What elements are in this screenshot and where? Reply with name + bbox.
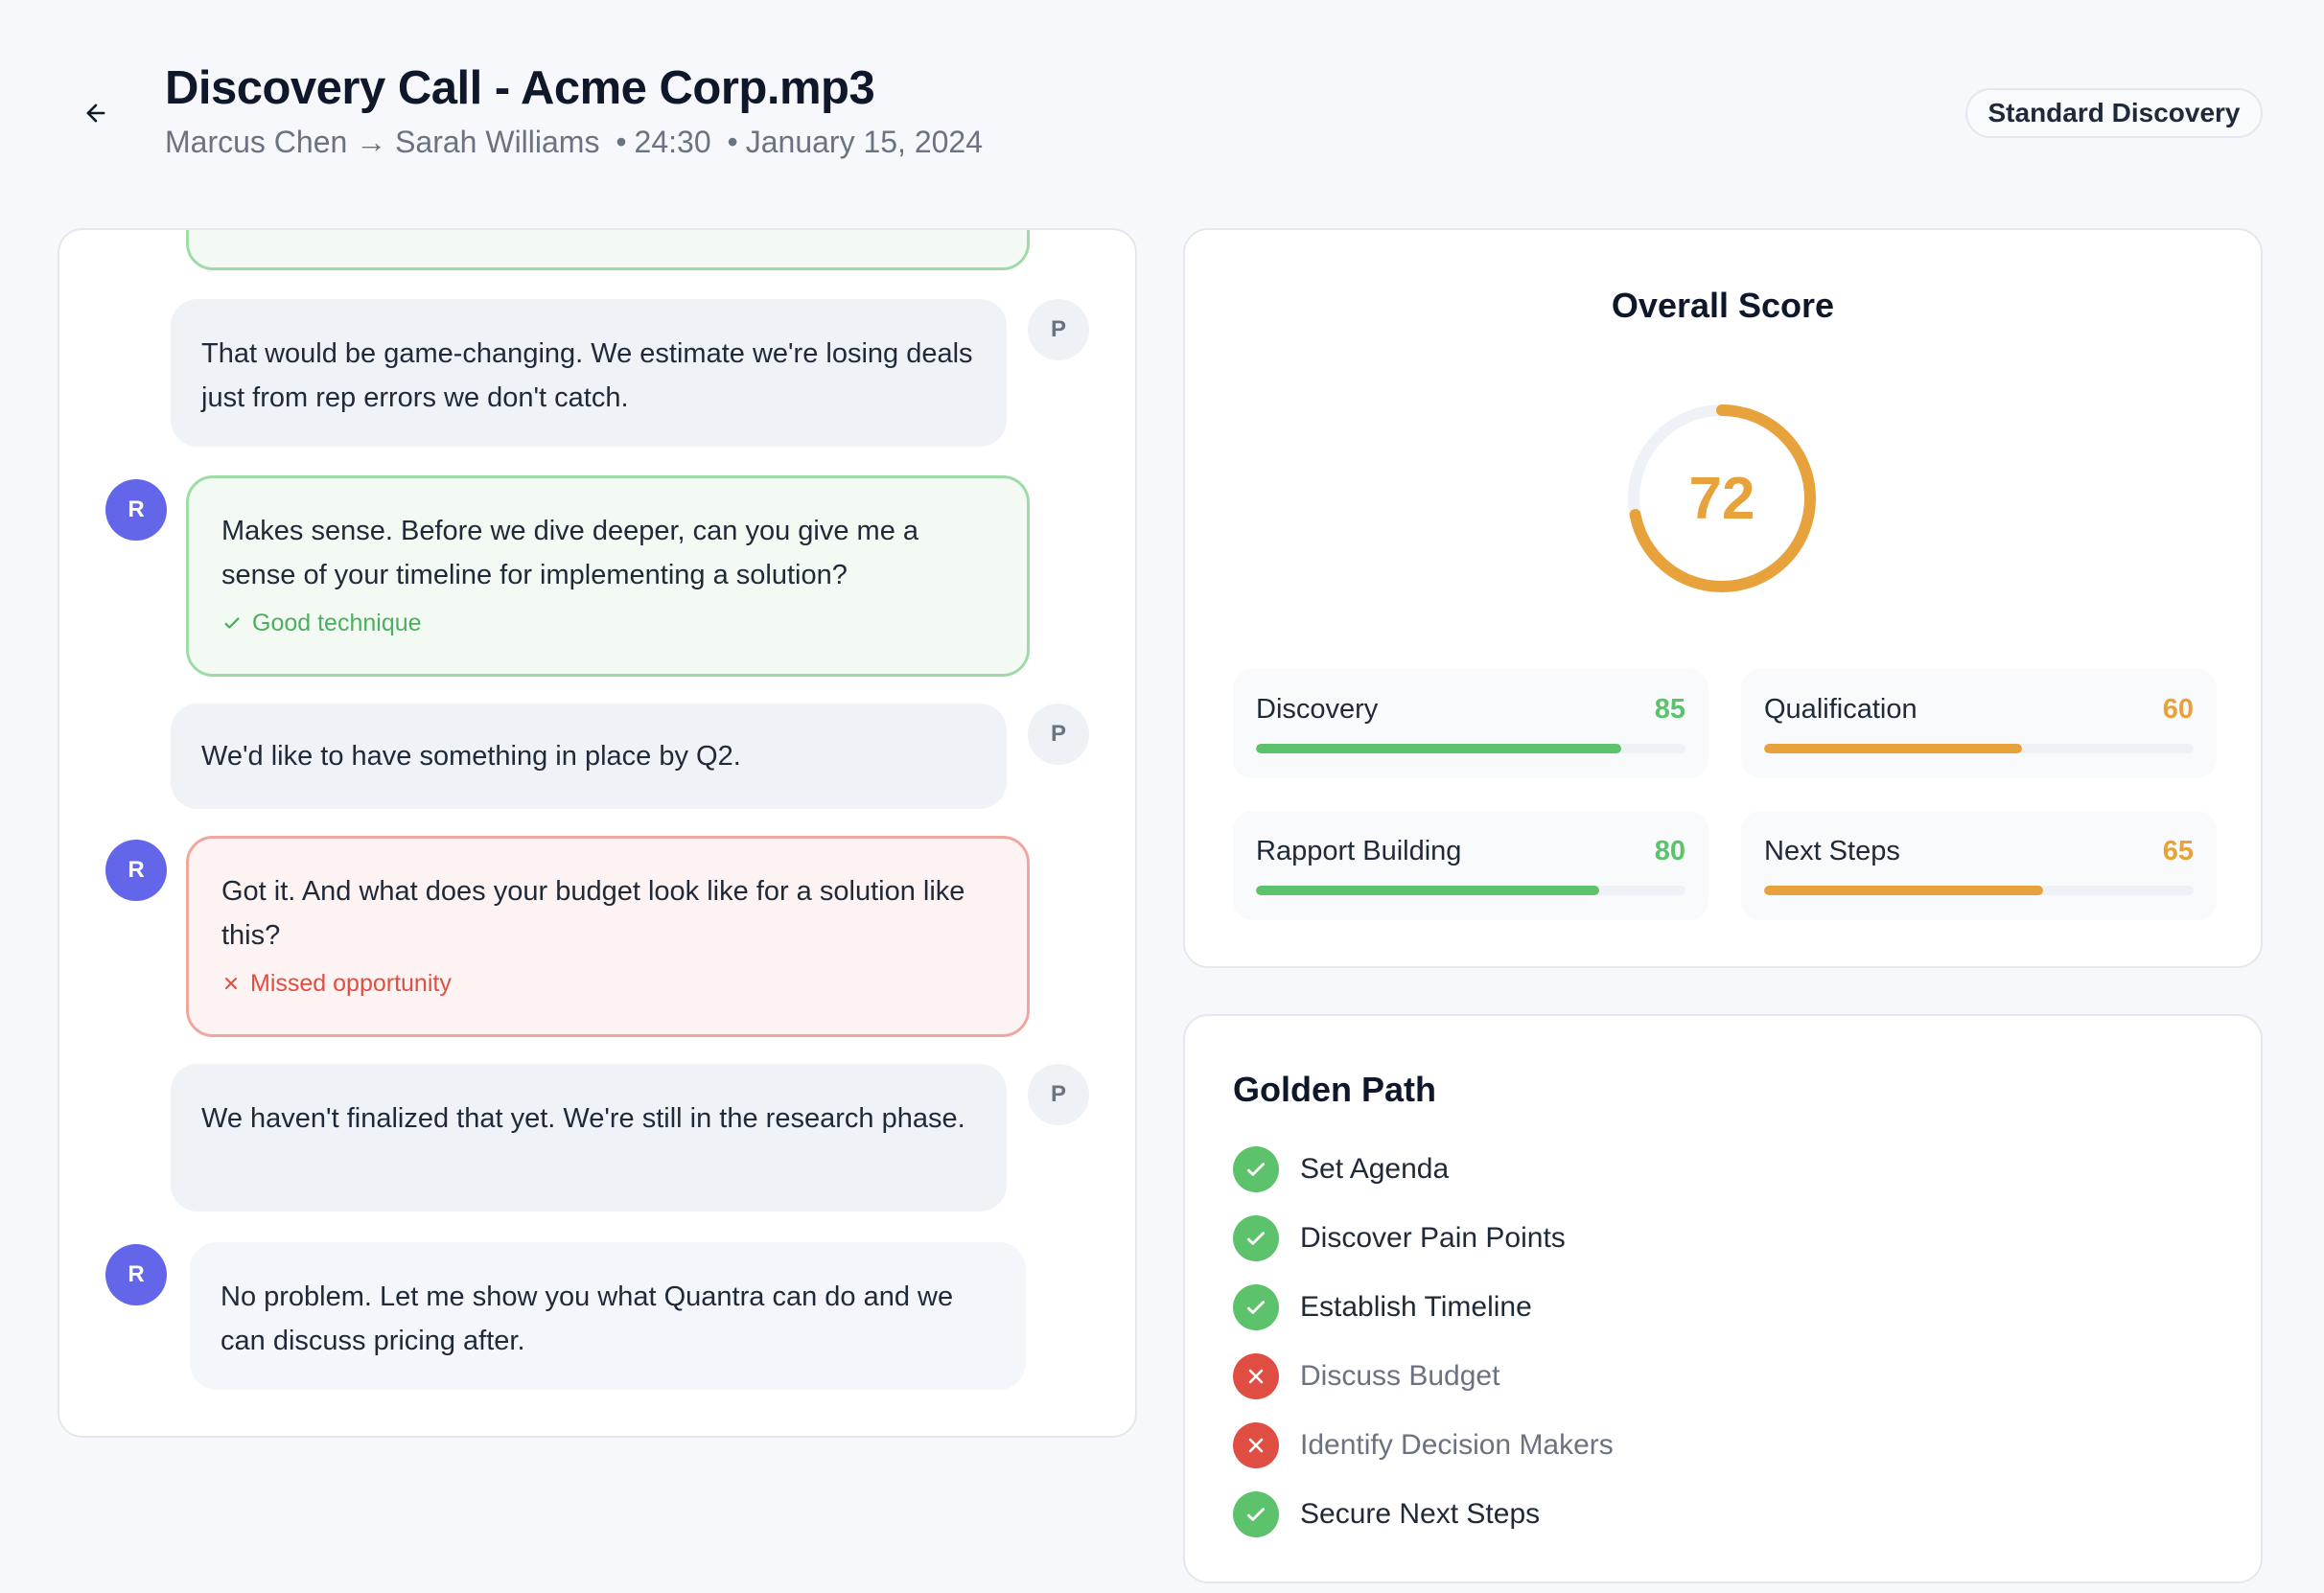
step-missed-icon — [1233, 1422, 1279, 1468]
overall-score-panel: Overall Score 72 Discovery 85 Qualificat… — [1183, 228, 2263, 968]
transcript-message: We'd like to have something in place by … — [171, 704, 1007, 809]
step-label: Discuss Budget — [1300, 1360, 1500, 1392]
check-icon — [1247, 1232, 1265, 1245]
golden-path-step: Secure Next Steps — [1233, 1491, 1614, 1537]
golden-path-title: Golden Path — [1233, 1070, 1437, 1109]
transcript-message: Got it. And what does your budget look l… — [186, 836, 1030, 1037]
step-label: Secure Next Steps — [1300, 1498, 1541, 1530]
check-icon — [224, 617, 240, 629]
prospect-avatar: P — [1028, 299, 1089, 360]
metric-label: Qualification — [1764, 694, 1917, 725]
x-icon — [1248, 1369, 1264, 1384]
metric-value: 65 — [2162, 836, 2194, 866]
golden-path-step: Discover Pain Points — [1233, 1215, 1614, 1261]
metric-value: 80 — [1654, 836, 1685, 866]
metric-card-qualification: Qualification 60 — [1741, 669, 2217, 778]
check-icon — [1247, 1508, 1265, 1521]
step-complete-icon — [1233, 1284, 1279, 1330]
prospect-avatar: P — [1028, 704, 1089, 765]
metric-label: Rapport Building — [1256, 836, 1462, 866]
page-title: Discovery Call - Acme Corp.mp3 — [165, 62, 875, 114]
step-label: Set Agenda — [1300, 1153, 1450, 1185]
call-duration: 24:30 — [634, 125, 711, 159]
metric-bar-track — [1256, 744, 1685, 753]
metric-bar-fill — [1764, 744, 2022, 753]
transcript-message: No problem. Let me show you what Quantra… — [190, 1242, 1026, 1390]
metric-bar-track — [1764, 886, 2194, 895]
back-button[interactable] — [75, 92, 117, 134]
transcript-message-clipped — [186, 230, 1030, 270]
step-label: Discover Pain Points — [1300, 1222, 1566, 1254]
metric-bar-fill — [1764, 886, 2044, 895]
x-icon — [1248, 1438, 1264, 1453]
metric-label: Next Steps — [1764, 836, 1900, 866]
step-label: Establish Timeline — [1300, 1291, 1532, 1323]
arrow-right-icon: → — [356, 125, 387, 159]
score-gauge — [1628, 404, 1816, 592]
golden-path-step: Discuss Budget — [1233, 1353, 1614, 1399]
transcript-message: Makes sense. Before we dive deeper, can … — [186, 475, 1030, 677]
metric-bar-fill — [1256, 744, 1621, 753]
message-text: No problem. Let me show you what Quantra… — [221, 1281, 954, 1356]
message-text: Makes sense. Before we dive deeper, can … — [221, 516, 919, 590]
transcript-panel[interactable]: That would be game-changing. We estimate… — [58, 228, 1137, 1438]
overall-score-title: Overall Score — [1611, 286, 1835, 325]
step-complete-icon — [1233, 1491, 1279, 1537]
golden-path-list: Set Agenda Discover Pain Points Establish … — [1233, 1146, 1614, 1560]
metric-card-rapport-building: Rapport Building 80 — [1233, 811, 1708, 920]
transcript-message: That would be game-changing. We estimate… — [171, 299, 1007, 447]
metric-bar-track — [1256, 886, 1685, 895]
separator-dot: • — [727, 125, 738, 159]
feedback-label: Good technique — [252, 610, 422, 636]
step-complete-icon — [1233, 1146, 1279, 1192]
metric-bar-track — [1764, 744, 2194, 753]
arrow-left-icon — [86, 104, 105, 123]
message-text: We'd like to have something in place by … — [201, 741, 741, 772]
check-icon — [1247, 1163, 1265, 1176]
call-type-badge[interactable]: Standard Discovery — [1965, 88, 2263, 138]
check-icon — [1247, 1301, 1265, 1314]
metric-value: 60 — [2162, 694, 2194, 725]
message-text: We haven't finalized that yet. We're sti… — [201, 1103, 965, 1134]
prospect-avatar: P — [1028, 1064, 1089, 1125]
metric-card-discovery: Discovery 85 — [1233, 669, 1708, 778]
rep-avatar: R — [105, 1244, 167, 1305]
step-complete-icon — [1233, 1215, 1279, 1261]
step-label: Identify Decision Makers — [1300, 1429, 1614, 1461]
transcript-message: We haven't finalized that yet. We're sti… — [171, 1064, 1007, 1212]
call-date: January 15, 2024 — [745, 125, 984, 159]
message-text: That would be game-changing. We estimate… — [201, 338, 973, 413]
golden-path-step: Identify Decision Makers — [1233, 1422, 1614, 1468]
feedback-tag: Good technique — [221, 609, 994, 637]
separator-dot: • — [616, 125, 627, 159]
score-gauge-arc — [1628, 404, 1816, 592]
golden-path-step: Set Agenda — [1233, 1146, 1614, 1192]
rep-name: Marcus Chen — [165, 125, 348, 159]
metric-label: Discovery — [1256, 694, 1379, 725]
rep-avatar: R — [105, 840, 167, 901]
feedback-tag: Missed opportunity — [221, 969, 994, 998]
step-missed-icon — [1233, 1353, 1279, 1399]
golden-path-panel: Golden Path Set Agenda Discover Pain Poin… — [1183, 1014, 2263, 1583]
rep-avatar: R — [105, 479, 167, 541]
metric-bar-fill — [1256, 886, 1600, 895]
call-meta: Marcus Chen → Sarah Williams • 24:30 • Jan… — [165, 125, 983, 160]
golden-path-step: Establish Timeline — [1233, 1284, 1614, 1330]
feedback-label: Missed opportunity — [250, 970, 452, 997]
prospect-name: Sarah Williams — [395, 125, 600, 159]
message-text: Got it. And what does your budget look l… — [221, 876, 965, 951]
metric-value: 85 — [1654, 694, 1685, 725]
x-icon — [225, 978, 237, 989]
overall-score-value: 72 — [1688, 465, 1755, 532]
metric-card-next-steps: Next Steps 65 — [1741, 811, 2217, 920]
